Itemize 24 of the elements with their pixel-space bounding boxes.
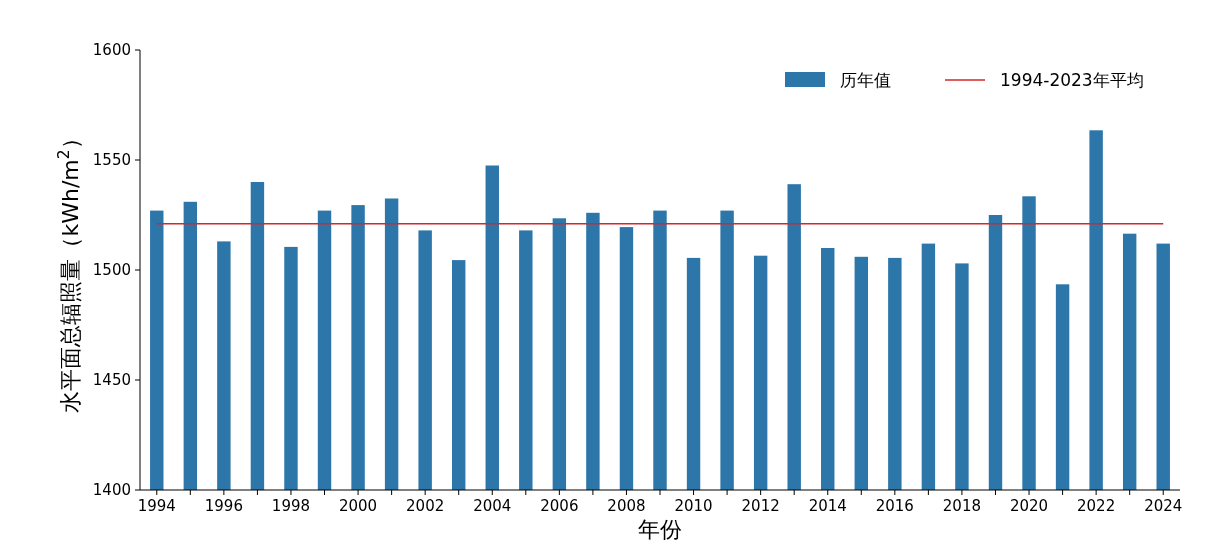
legend-label: 1994-2023年平均 [1000, 69, 1144, 90]
x-tick-label: 2018 [942, 497, 982, 515]
x-tick-label: 2010 [674, 497, 713, 515]
x-tick-label: 2012 [741, 497, 780, 515]
y-tick-label: 1500 [92, 261, 131, 280]
x-tick-label: 1994 [137, 497, 176, 515]
x-tick-label: 2000 [338, 497, 378, 515]
x-tick-label: 2020 [1009, 497, 1049, 515]
y-tick-label: 1450 [92, 371, 131, 390]
y-tick-label: 1400 [92, 481, 131, 500]
x-tick-label: 2014 [808, 497, 847, 515]
x-axis-title: 年份 [638, 517, 682, 542]
x-tick-label: 1996 [204, 497, 243, 515]
x-tick-label: 2004 [473, 497, 512, 515]
x-tick-label: 2006 [540, 497, 579, 515]
x-tick-label: 2008 [607, 497, 646, 515]
y-tick-label: 1600 [92, 41, 131, 60]
x-tick-label: 2022 [1077, 497, 1116, 515]
x-tick-label: 2002 [406, 497, 445, 515]
x-tick-label: 2024 [1144, 497, 1183, 515]
y-tick-label: 1550 [92, 151, 131, 170]
x-tick-label: 1998 [271, 497, 311, 515]
x-tick-label: 2016 [875, 497, 914, 515]
legend-label: 历年值 [840, 69, 891, 90]
